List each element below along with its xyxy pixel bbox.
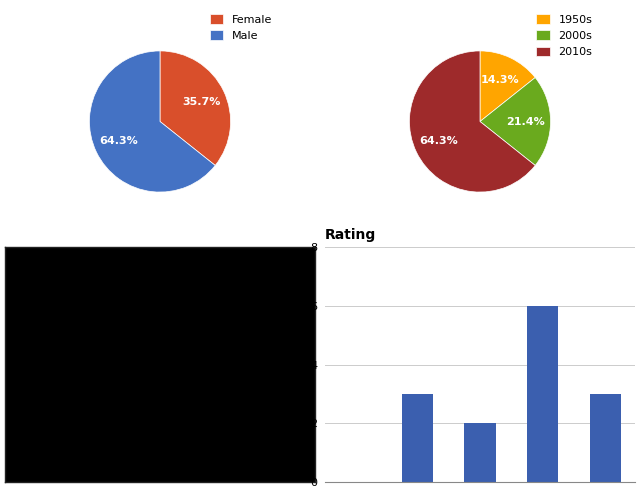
Bar	[527, 306, 558, 482]
Bar	[465, 423, 495, 482]
Legend: 1950s, 2000s, 2010s: 1950s, 2000s, 2010s	[532, 9, 596, 62]
Wedge shape	[480, 51, 535, 122]
Bar	[402, 394, 433, 482]
Wedge shape	[410, 51, 535, 192]
Wedge shape	[480, 78, 550, 165]
Text: Rating: Rating	[325, 227, 376, 242]
Text: 35.7%: 35.7%	[182, 97, 221, 106]
Text: 64.3%: 64.3%	[99, 137, 138, 146]
Text: 64.3%: 64.3%	[419, 137, 458, 146]
Bar	[589, 394, 621, 482]
Legend: Female, Male: Female, Male	[205, 9, 276, 46]
Text: 14.3%: 14.3%	[481, 75, 519, 85]
Text: 21.4%: 21.4%	[506, 117, 545, 126]
Wedge shape	[160, 51, 230, 165]
Wedge shape	[90, 51, 215, 192]
